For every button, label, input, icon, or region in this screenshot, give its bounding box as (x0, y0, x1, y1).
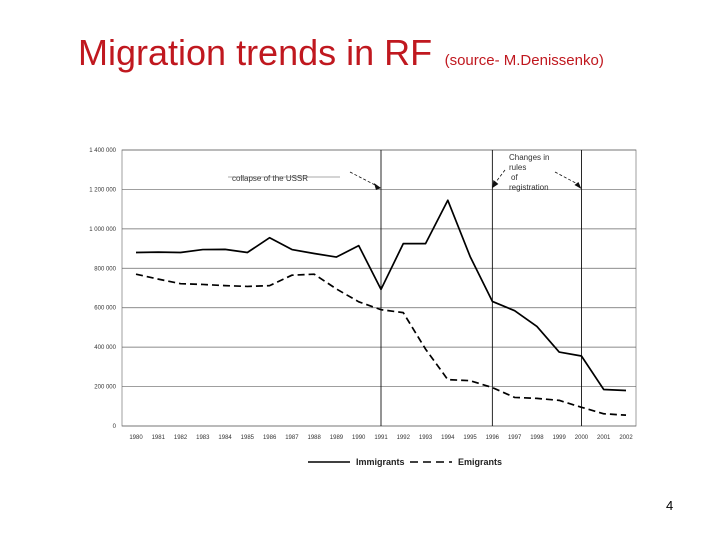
x-tick-label: 1990 (352, 435, 366, 441)
annotation-registration-line: of (511, 173, 518, 182)
legend-label-emigrants: Emigrants (458, 457, 502, 467)
series-line-immigrants (135, 199, 627, 392)
x-tick-label: 1980 (129, 435, 143, 441)
annotation-arrow-1996 (494, 169, 506, 185)
y-tick-label: 200 000 (94, 385, 116, 391)
annotation-arrowhead-1996 (492, 180, 499, 188)
x-tick-label: 1991 (374, 435, 388, 441)
y-tick-label: 1 400 000 (89, 148, 116, 154)
slide-source: (source- M.Denissenko) (444, 52, 604, 69)
x-tick-label: 1995 (463, 435, 477, 441)
y-tick-label: 800 000 (94, 266, 116, 272)
x-tick-label: 2002 (619, 435, 633, 441)
annotation-arrowhead-2000 (574, 182, 582, 189)
y-tick-label: 1 000 000 (89, 227, 116, 233)
y-tick-label: 1 200 000 (89, 187, 116, 193)
x-tick-label: 1982 (174, 435, 188, 441)
x-tick-label: 2001 (597, 435, 611, 441)
x-tick-label: 1986 (263, 435, 277, 441)
x-tick-label: 2000 (575, 435, 589, 441)
x-tick-label: 1988 (308, 435, 322, 441)
annotation-registration-line: Changes in (509, 153, 549, 162)
x-tick-label: 1997 (508, 435, 522, 441)
x-tick-label: 1981 (152, 435, 166, 441)
x-tick-label: 1998 (530, 435, 544, 441)
x-tick-label: 1987 (285, 435, 299, 441)
legend-label-immigrants: Immigrants (356, 457, 405, 467)
x-tick-label: 1989 (330, 435, 344, 441)
annotation-arrow-2000 (554, 171, 580, 186)
slide-title: Migration trends in RF (78, 32, 433, 73)
x-tick-label: 1985 (241, 435, 255, 441)
annotation-arrow-ussr (349, 171, 378, 187)
plot-area (121, 149, 637, 427)
annotation-collapse-ussr: collapse of the USSR (232, 174, 308, 183)
x-tick-label: 1993 (419, 435, 433, 441)
y-tick-label: 400 000 (94, 345, 116, 351)
series-line-emigrants (135, 273, 627, 417)
annotation-registration-line: registration (509, 183, 549, 192)
y-tick-label: 0 (113, 424, 117, 430)
x-tick-label: 1994 (441, 435, 455, 441)
x-tick-label: 1992 (397, 435, 411, 441)
annotation-registration-line: rules (509, 163, 526, 172)
y-tick-label: 600 000 (94, 306, 116, 312)
page-number: 4 (666, 498, 674, 513)
x-tick-label: 1996 (486, 435, 500, 441)
slide-title-row: Migration trends in RF (source- M.Deniss… (78, 32, 604, 74)
x-tick-label: 1984 (218, 435, 232, 441)
annotation-arrowhead-ussr (374, 183, 381, 190)
x-tick-label: 1983 (196, 435, 210, 441)
x-tick-label: 1999 (553, 435, 567, 441)
